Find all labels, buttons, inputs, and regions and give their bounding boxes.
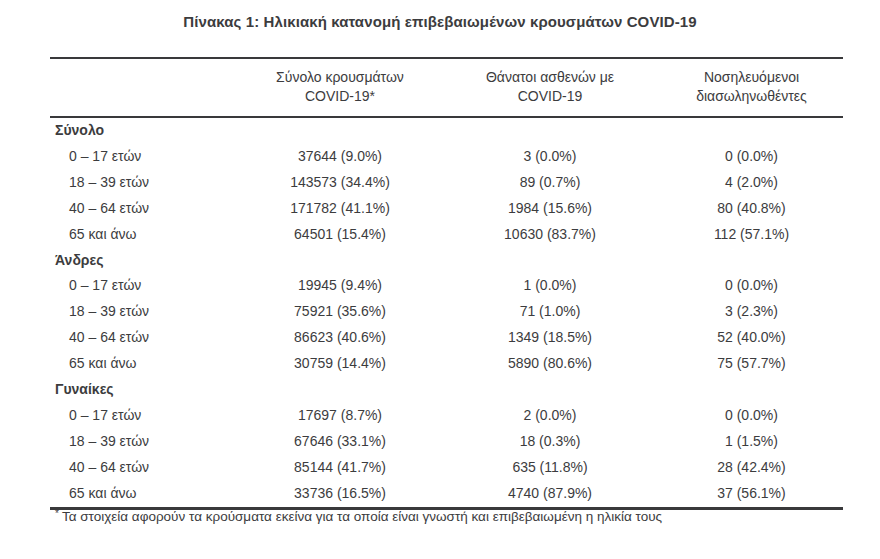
cases-cell: 33736 (16.5%) [240, 481, 440, 508]
row-label: 65 και άνω [50, 222, 240, 248]
deaths-cell: 3 (0.0%) [440, 144, 660, 170]
row-label: 40 – 64 ετών [50, 196, 240, 222]
column-header-intubated: Νοσηλευόμενοι διασωληνωθέντες [660, 58, 843, 117]
column-header-cases-line2: COVID-19* [305, 88, 375, 104]
intubated-cell: 28 (42.4%) [660, 455, 843, 481]
row-label: 0 – 17 ετών [50, 144, 240, 170]
table-row: 65 και άνω 33736 (16.5%) 4740 (87.9%) 37… [50, 481, 843, 508]
row-label: 65 και άνω [50, 481, 240, 508]
intubated-cell: 80 (40.8%) [660, 196, 843, 222]
covid-age-distribution-table: Σύνολο κρουσμάτων COVID-19* Θάνατοι ασθε… [50, 57, 843, 510]
column-header-deaths-line1: Θάνατοι ασθενών με [486, 69, 614, 85]
table-row: 40 – 64 ετών 171782 (41.1%) 1984 (15.6%)… [50, 196, 843, 222]
deaths-cell: 18 (0.3%) [440, 429, 660, 455]
row-label: 0 – 17 ετών [50, 403, 240, 429]
deaths-cell: 4740 (87.9%) [440, 481, 660, 508]
section-label: Άνδρες [50, 248, 240, 274]
deaths-cell: 635 (11.8%) [440, 455, 660, 481]
row-label: 18 – 39 ετών [50, 299, 240, 325]
column-header-deaths: Θάνατοι ασθενών με COVID-19 [440, 58, 660, 117]
footnote-asterisk: * [55, 508, 59, 519]
intubated-cell: 37 (56.1%) [660, 481, 843, 508]
deaths-cell: 1984 (15.6%) [440, 196, 660, 222]
section-row-men: Άνδρες [50, 248, 843, 274]
column-header-cases-line1: Σύνολο κρουσμάτων [276, 69, 404, 85]
intubated-cell: 1 (1.5%) [660, 429, 843, 455]
table-row: 40 – 64 ετών 86623 (40.6%) 1349 (18.5%) … [50, 325, 843, 351]
deaths-cell: 71 (1.0%) [440, 299, 660, 325]
table-row: 18 – 39 ετών 67646 (33.1%) 18 (0.3%) 1 (… [50, 429, 843, 455]
cases-cell: 171782 (41.1%) [240, 196, 440, 222]
row-label: 65 και άνω [50, 351, 240, 377]
table-footnote: *Τα στοιχεία αφορούν τα κρούσματα εκείνα… [55, 509, 835, 524]
row-label: 0 – 17 ετών [50, 273, 240, 299]
deaths-cell: 1 (0.0%) [440, 273, 660, 299]
table-row: 65 και άνω 30759 (14.4%) 5890 (80.6%) 75… [50, 351, 843, 377]
cases-cell: 30759 (14.4%) [240, 351, 440, 377]
intubated-cell: 0 (0.0%) [660, 273, 843, 299]
report-page: Πίνακας 1: Ηλικιακή κατανομή επιβεβαιωμέ… [0, 0, 880, 559]
column-header-empty [50, 58, 240, 117]
intubated-cell: 4 (2.0%) [660, 170, 843, 196]
column-header-deaths-line2: COVID-19 [518, 88, 583, 104]
table-row: 65 και άνω 64501 (15.4%) 10630 (83.7%) 1… [50, 222, 843, 248]
column-header-intubated-line1: Νοσηλευόμενοι [704, 69, 799, 85]
table-row: 0 – 17 ετών 37644 (9.0%) 3 (0.0%) 0 (0.0… [50, 144, 843, 170]
intubated-cell: 112 (57.1%) [660, 222, 843, 248]
cases-cell: 64501 (15.4%) [240, 222, 440, 248]
section-label: Σύνολο [50, 117, 240, 144]
table-body: Σύνολο 0 – 17 ετών 37644 (9.0%) 3 (0.0%)… [50, 117, 843, 508]
section-label: Γυναίκες [50, 377, 240, 403]
deaths-cell: 2 (0.0%) [440, 403, 660, 429]
table-row: 40 – 64 ετών 85144 (41.7%) 635 (11.8%) 2… [50, 455, 843, 481]
row-label: 40 – 64 ετών [50, 325, 240, 351]
column-header-intubated-line2: διασωληνωθέντες [696, 88, 807, 104]
column-header-cases: Σύνολο κρουσμάτων COVID-19* [240, 58, 440, 117]
table-header: Σύνολο κρουσμάτων COVID-19* Θάνατοι ασθε… [50, 58, 843, 117]
table-row: 0 – 17 ετών 17697 (8.7%) 2 (0.0%) 0 (0.0… [50, 403, 843, 429]
deaths-cell: 5890 (80.6%) [440, 351, 660, 377]
table-row: 18 – 39 ετών 75921 (35.6%) 71 (1.0%) 3 (… [50, 299, 843, 325]
intubated-cell: 0 (0.0%) [660, 403, 843, 429]
footnote-text: Τα στοιχεία αφορούν τα κρούσματα εκείνα … [62, 509, 662, 524]
cases-cell: 19945 (9.4%) [240, 273, 440, 299]
intubated-cell: 75 (57.7%) [660, 351, 843, 377]
table-row: 0 – 17 ετών 19945 (9.4%) 1 (0.0%) 0 (0.0… [50, 273, 843, 299]
row-label: 18 – 39 ετών [50, 170, 240, 196]
row-label: 18 – 39 ετών [50, 429, 240, 455]
cases-cell: 143573 (34.4%) [240, 170, 440, 196]
intubated-cell: 0 (0.0%) [660, 144, 843, 170]
section-row-women: Γυναίκες [50, 377, 843, 403]
deaths-cell: 89 (0.7%) [440, 170, 660, 196]
deaths-cell: 10630 (83.7%) [440, 222, 660, 248]
intubated-cell: 3 (2.3%) [660, 299, 843, 325]
cases-cell: 67646 (33.1%) [240, 429, 440, 455]
cases-cell: 85144 (41.7%) [240, 455, 440, 481]
table-row: 18 – 39 ετών 143573 (34.4%) 89 (0.7%) 4 … [50, 170, 843, 196]
cases-cell: 17697 (8.7%) [240, 403, 440, 429]
cases-cell: 86623 (40.6%) [240, 325, 440, 351]
section-row-total: Σύνολο [50, 117, 843, 144]
row-label: 40 – 64 ετών [50, 455, 240, 481]
intubated-cell: 52 (40.0%) [660, 325, 843, 351]
cases-cell: 37644 (9.0%) [240, 144, 440, 170]
deaths-cell: 1349 (18.5%) [440, 325, 660, 351]
page-title: Πίνακας 1: Ηλικιακή κατανομή επιβεβαιωμέ… [0, 13, 880, 30]
cases-cell: 75921 (35.6%) [240, 299, 440, 325]
